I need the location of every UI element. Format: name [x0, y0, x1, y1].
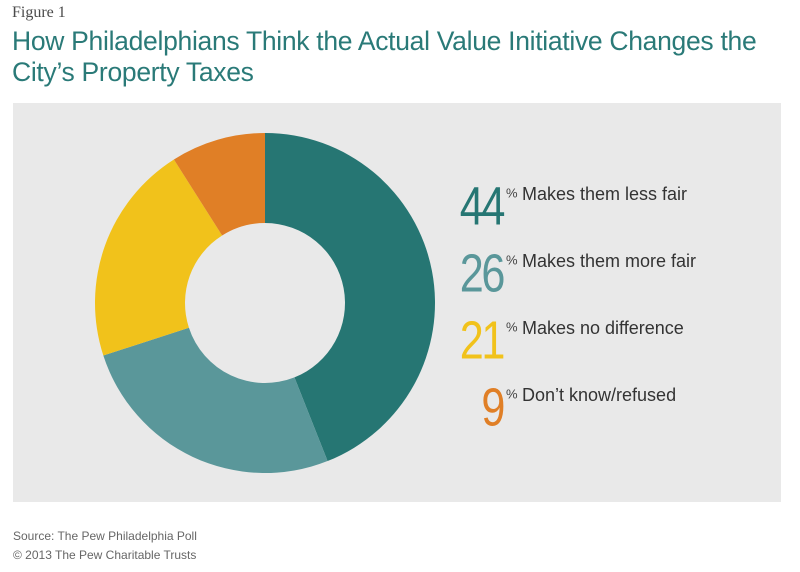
- unit-label: %: [506, 185, 518, 200]
- value-label: 9: [481, 378, 503, 438]
- legend-label: Makes them less fair: [522, 184, 687, 204]
- figure-label: Figure 1: [12, 4, 66, 21]
- credit: © 2013 The Pew Charitable Trusts: [13, 548, 196, 562]
- donut-segment: [94, 159, 223, 356]
- unit-label: %: [506, 319, 518, 334]
- value-label: 21: [460, 311, 504, 371]
- legend-label: Makes them more fair: [522, 251, 696, 271]
- donut-segment: [103, 327, 328, 473]
- chart-title: How Philadelphians Think the Actual Valu…: [12, 26, 757, 87]
- donut-segment: [173, 133, 265, 236]
- source: Source: The Pew Philadelphia Poll: [13, 529, 197, 543]
- value-label: 26: [460, 244, 505, 304]
- legend-label: Don’t know/refused: [522, 385, 676, 405]
- unit-label: %: [506, 386, 518, 401]
- donut-segment: [265, 133, 436, 462]
- unit-label: %: [506, 252, 518, 267]
- legend-label: Makes no difference: [522, 318, 684, 338]
- value-label: 44: [460, 177, 505, 237]
